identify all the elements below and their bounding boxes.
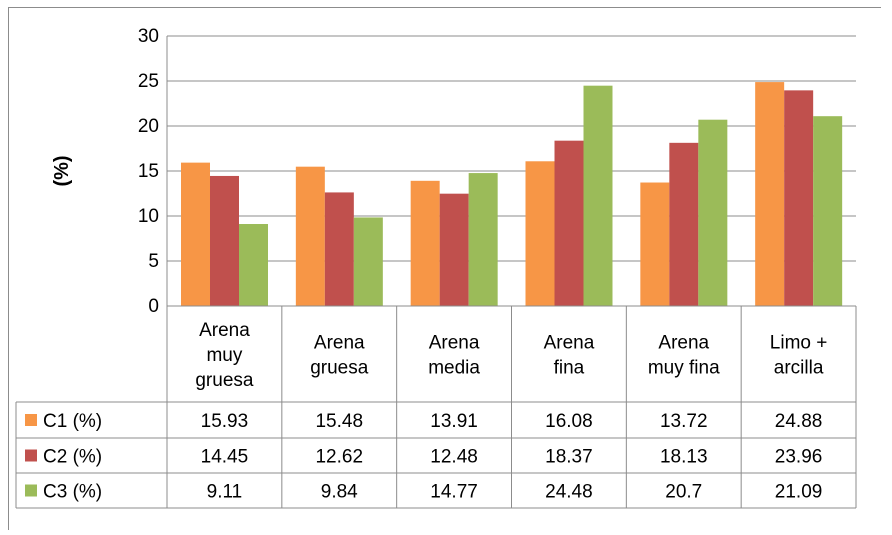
legend-key — [25, 484, 37, 497]
data-label: 23.96 — [775, 447, 823, 468]
bar — [295, 166, 325, 306]
category-label: Arena — [658, 333, 709, 354]
category-label: Arena — [429, 333, 480, 354]
y-tick-label: 25 — [138, 71, 159, 92]
data-label: 16.08 — [545, 411, 593, 432]
data-label: 15.93 — [201, 411, 249, 432]
category-label: Limo + — [770, 333, 828, 354]
legend-key — [25, 414, 37, 426]
bar — [554, 140, 584, 306]
y-tick-label: 15 — [138, 161, 159, 182]
bar — [210, 175, 239, 306]
data-label: 9.84 — [321, 482, 358, 503]
data-label: 15.48 — [315, 411, 363, 432]
bar — [525, 161, 555, 306]
y-tick-label: 30 — [138, 26, 159, 47]
bar — [181, 162, 210, 306]
category-label: media — [428, 358, 480, 379]
data-label: 12.62 — [315, 447, 363, 468]
bar — [755, 82, 785, 306]
data-label: 24.88 — [775, 411, 823, 432]
data-label: 18.13 — [660, 447, 708, 468]
bar — [583, 85, 613, 307]
bar — [468, 173, 498, 306]
legend-key — [25, 449, 37, 462]
data-label: 20.7 — [665, 482, 702, 503]
series-name: C1 (%) — [43, 411, 102, 432]
y-axis-title: (%) — [51, 155, 73, 186]
bar — [239, 224, 268, 306]
data-label: 21.09 — [775, 482, 823, 503]
y-tick-label: 5 — [148, 251, 159, 272]
y-tick-label: 0 — [148, 296, 159, 317]
bar — [324, 192, 354, 306]
data-label: 14.77 — [430, 482, 478, 503]
category-label: Arena — [314, 333, 365, 354]
bar — [698, 119, 728, 306]
data-label: 13.91 — [430, 411, 478, 432]
chart-frame — [8, 7, 881, 530]
bar — [439, 193, 469, 306]
bar — [784, 90, 814, 306]
category-label: gruesa — [310, 358, 369, 379]
category-label: fina — [554, 358, 585, 379]
data-label: 24.48 — [545, 482, 593, 503]
data-label: 14.45 — [201, 447, 249, 468]
category-label: Arena — [544, 333, 595, 354]
category-label: gruesa — [195, 370, 254, 391]
category-label: muy — [206, 345, 242, 366]
bar — [813, 116, 843, 306]
series-name: C3 (%) — [43, 482, 102, 503]
y-tick-label: 10 — [138, 206, 159, 227]
bar — [669, 142, 699, 306]
series-name: C2 (%) — [43, 447, 102, 468]
data-label: 13.72 — [660, 411, 708, 432]
category-label: muy fina — [648, 358, 720, 379]
data-label: 9.11 — [207, 482, 243, 503]
category-label: Arena — [199, 320, 250, 341]
data-label: 18.37 — [545, 447, 593, 468]
bar — [353, 217, 383, 306]
category-label: arcilla — [774, 358, 824, 379]
bar — [410, 180, 440, 306]
bar — [640, 182, 670, 306]
data-label: 12.48 — [430, 447, 478, 468]
y-tick-label: 20 — [138, 116, 159, 137]
